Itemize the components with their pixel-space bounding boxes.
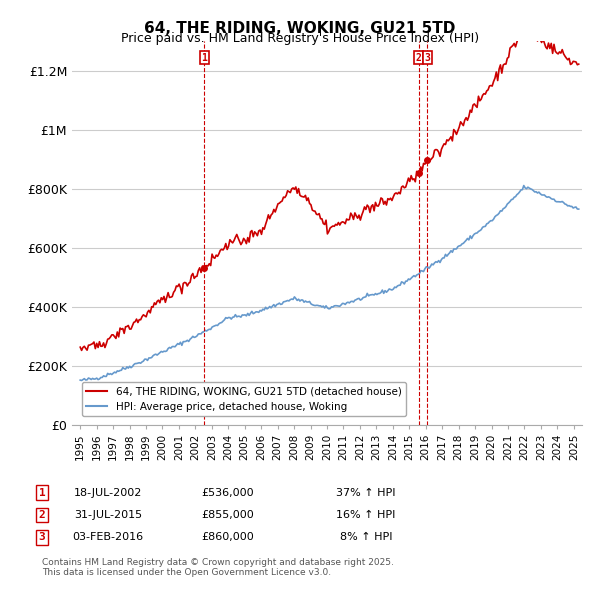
Text: £860,000: £860,000 (202, 533, 254, 542)
Text: 8% ↑ HPI: 8% ↑ HPI (340, 533, 392, 542)
Text: 1: 1 (202, 53, 207, 63)
Text: 18-JUL-2002: 18-JUL-2002 (74, 488, 142, 497)
Text: 3: 3 (424, 53, 430, 63)
Text: 1: 1 (38, 488, 46, 497)
Text: Contains HM Land Registry data © Crown copyright and database right 2025.
This d: Contains HM Land Registry data © Crown c… (42, 558, 394, 577)
Text: 2: 2 (416, 53, 422, 63)
Text: 16% ↑ HPI: 16% ↑ HPI (337, 510, 395, 520)
Text: £536,000: £536,000 (202, 488, 254, 497)
Text: 31-JUL-2015: 31-JUL-2015 (74, 510, 142, 520)
Legend: 64, THE RIDING, WOKING, GU21 5TD (detached house), HPI: Average price, detached : 64, THE RIDING, WOKING, GU21 5TD (detach… (82, 382, 406, 416)
Text: 37% ↑ HPI: 37% ↑ HPI (336, 488, 396, 497)
Text: £855,000: £855,000 (202, 510, 254, 520)
Text: Price paid vs. HM Land Registry's House Price Index (HPI): Price paid vs. HM Land Registry's House … (121, 32, 479, 45)
Text: 03-FEB-2016: 03-FEB-2016 (73, 533, 143, 542)
Text: 64, THE RIDING, WOKING, GU21 5TD: 64, THE RIDING, WOKING, GU21 5TD (145, 21, 455, 35)
Text: 3: 3 (38, 533, 46, 542)
Text: 2: 2 (38, 510, 46, 520)
